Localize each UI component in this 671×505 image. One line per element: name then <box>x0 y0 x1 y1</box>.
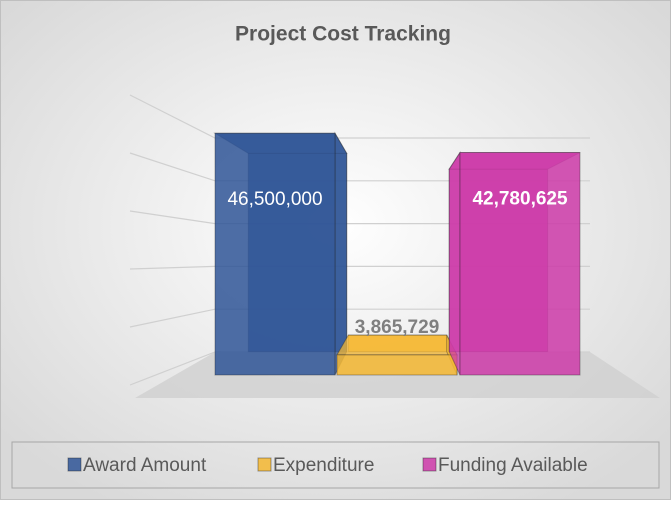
legend-label: Award Amount <box>83 455 207 476</box>
legend-swatch <box>422 457 437 472</box>
bar-top <box>336 334 458 356</box>
bar <box>459 152 581 376</box>
legend-swatch <box>67 457 82 472</box>
legend-swatch <box>257 457 272 472</box>
legend-label: Expenditure <box>273 455 374 476</box>
bar <box>214 132 336 376</box>
legend-label: Funding Available <box>438 455 588 476</box>
data-label: 42,780,625 <box>472 189 568 210</box>
chart-title: Project Cost Tracking <box>235 23 451 46</box>
data-label: 46,500,000 <box>227 189 322 210</box>
bar <box>336 354 458 376</box>
legend-box <box>11 441 660 489</box>
bar-side <box>334 131 348 376</box>
bar-side <box>448 150 461 376</box>
data-label: 3,865,729 <box>355 317 440 338</box>
